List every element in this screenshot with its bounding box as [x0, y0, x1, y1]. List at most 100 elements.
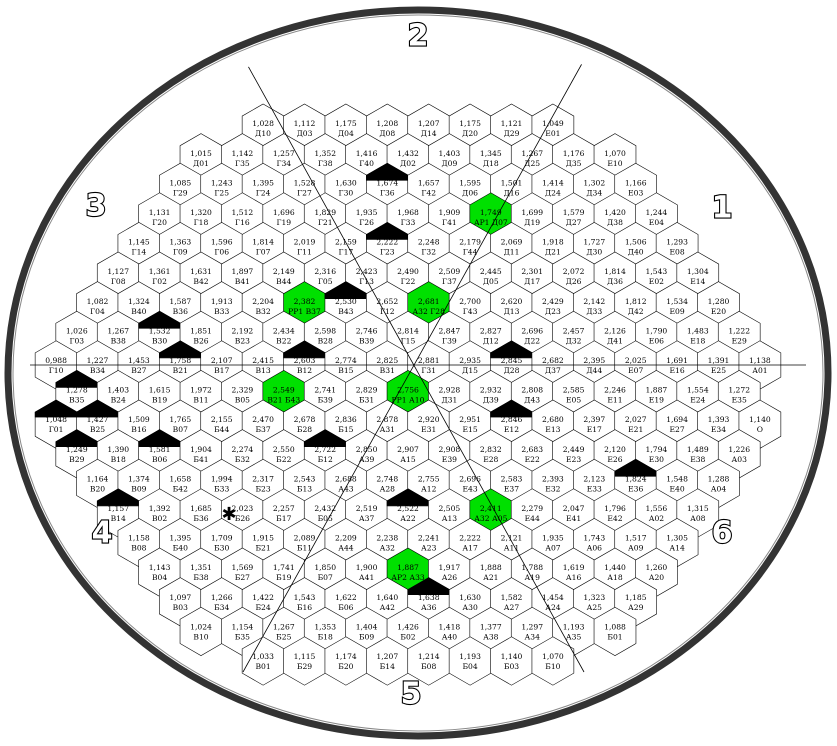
cell-label: В20	[90, 484, 105, 493]
cell-label: Д29	[504, 129, 520, 138]
cell-label: В01	[255, 662, 270, 671]
cell-value: 1,619	[563, 563, 585, 572]
sector-number-5: 5	[401, 677, 422, 712]
cell-label: Б03	[504, 662, 519, 671]
cell-value: 1,390	[107, 445, 129, 454]
cell-label: Д17	[524, 277, 540, 286]
cell-value: 2,920	[418, 415, 440, 424]
cell-label: Е11	[607, 396, 622, 405]
cell-label: В28	[318, 336, 333, 345]
cell-label: Б37	[255, 425, 270, 434]
cell-value: 1,887	[397, 563, 419, 572]
cell-value: 1,115	[294, 652, 316, 661]
cell-label: А35	[566, 632, 582, 641]
cell-label: Б33	[214, 484, 229, 493]
cell-label: Е30	[649, 455, 664, 464]
cell-label: РР1 А10	[392, 396, 425, 405]
cell-value: 2,935	[459, 356, 481, 365]
cell-label: Е26	[607, 455, 622, 464]
cell-value: 1,453	[128, 356, 150, 365]
cell-label: Г35	[235, 159, 250, 168]
sector-boundaries	[30, 56, 806, 673]
cell-label: Д14	[421, 129, 437, 138]
cell-label: А16	[566, 573, 582, 582]
cell-value: 1,658	[169, 474, 191, 483]
cell-value: 2,069	[501, 238, 523, 247]
cell-value: 2,155	[211, 415, 233, 424]
cell-label: Г40	[359, 159, 374, 168]
cell-value: 1,193	[563, 622, 585, 631]
cell-label: А04	[711, 484, 727, 493]
cell-value: 1,581	[149, 445, 171, 454]
cell-label: Д19	[524, 218, 540, 227]
cell-label: Е24	[690, 396, 705, 405]
cell-value: 1,422	[252, 593, 274, 602]
cell-value: 2,301	[521, 267, 543, 276]
cell-label: А21	[483, 573, 498, 582]
cell-value: 2,878	[376, 415, 398, 424]
cell-label: В22	[276, 336, 291, 345]
cell-value: 1,324	[128, 297, 150, 306]
cell-value: 1,483	[687, 326, 709, 335]
cell-value: 2,023	[232, 504, 254, 513]
cell-value: 2,209	[335, 534, 357, 543]
cell-label: Б39	[318, 396, 333, 405]
cell-value: 2,652	[376, 297, 398, 306]
cell-value: 2,395	[583, 356, 605, 365]
cell-value: 1,267	[107, 326, 129, 335]
cell-label: Б06	[338, 603, 353, 612]
cell-label: В21	[173, 366, 188, 375]
cell-value: 2,279	[521, 504, 543, 513]
cell-label: Е17	[587, 425, 602, 434]
cell-value: 1,548	[666, 474, 688, 483]
cell-value: 1,917	[439, 563, 461, 572]
cell-value: 2,457	[563, 326, 585, 335]
cell-value: 1,824	[625, 474, 647, 483]
cell-label: Е36	[628, 484, 643, 493]
cell-label: Б25	[276, 632, 291, 641]
cell-value: 2,748	[376, 474, 398, 483]
cell-value: 2,445	[480, 267, 502, 276]
cell-label: Г39	[442, 336, 457, 345]
cell-value: 1,320	[190, 208, 212, 217]
cell-value: 1,166	[625, 178, 647, 187]
cell-value: 1,142	[232, 149, 254, 158]
cell-value: 1,140	[501, 652, 523, 661]
cell-value: 2,680	[542, 415, 564, 424]
cell-label: Б05	[318, 514, 333, 523]
cell-value: 2,928	[439, 386, 461, 395]
cell-label: Е39	[442, 455, 457, 464]
cell-value: 2,415	[252, 356, 274, 365]
cell-value: 1,214	[418, 652, 440, 661]
cell-value: 2,696	[521, 326, 543, 335]
sector-line-falling	[242, 56, 585, 673]
cell-value: 1,888	[480, 563, 502, 572]
cell-value: 2,257	[273, 504, 295, 513]
cell-label: Д27	[566, 218, 582, 227]
cell-label: Б30	[214, 544, 229, 553]
cell-value: 2,397	[583, 415, 605, 424]
cell-label: В11	[193, 396, 208, 405]
sector-number-4: 4	[92, 516, 113, 551]
cell-value: 1,377	[480, 622, 502, 631]
cell-label: В34	[90, 366, 105, 375]
cell-value: 1,391	[708, 356, 730, 365]
cell-label: Б42	[173, 484, 188, 493]
cell-value: 1,404	[356, 622, 378, 631]
cell-label: В08	[131, 544, 146, 553]
cell-value: 2,620	[501, 297, 523, 306]
cell-label: Д09	[441, 159, 457, 168]
cell-value: 2,829	[356, 386, 378, 395]
cell-value: 2,246	[604, 386, 626, 395]
cell-label: Г24	[256, 188, 271, 197]
cell-label: В02	[152, 514, 167, 523]
cell-value: 0,988	[45, 356, 67, 365]
cell-value: 1,185	[625, 593, 647, 602]
cell-label: В41	[235, 277, 250, 286]
cell-value: 1,935	[356, 208, 378, 217]
cell-value: 1,145	[128, 238, 150, 247]
cell-label: Д15	[462, 366, 478, 375]
cell-label: Г42	[421, 188, 436, 197]
cell-label: Б16	[297, 603, 312, 612]
